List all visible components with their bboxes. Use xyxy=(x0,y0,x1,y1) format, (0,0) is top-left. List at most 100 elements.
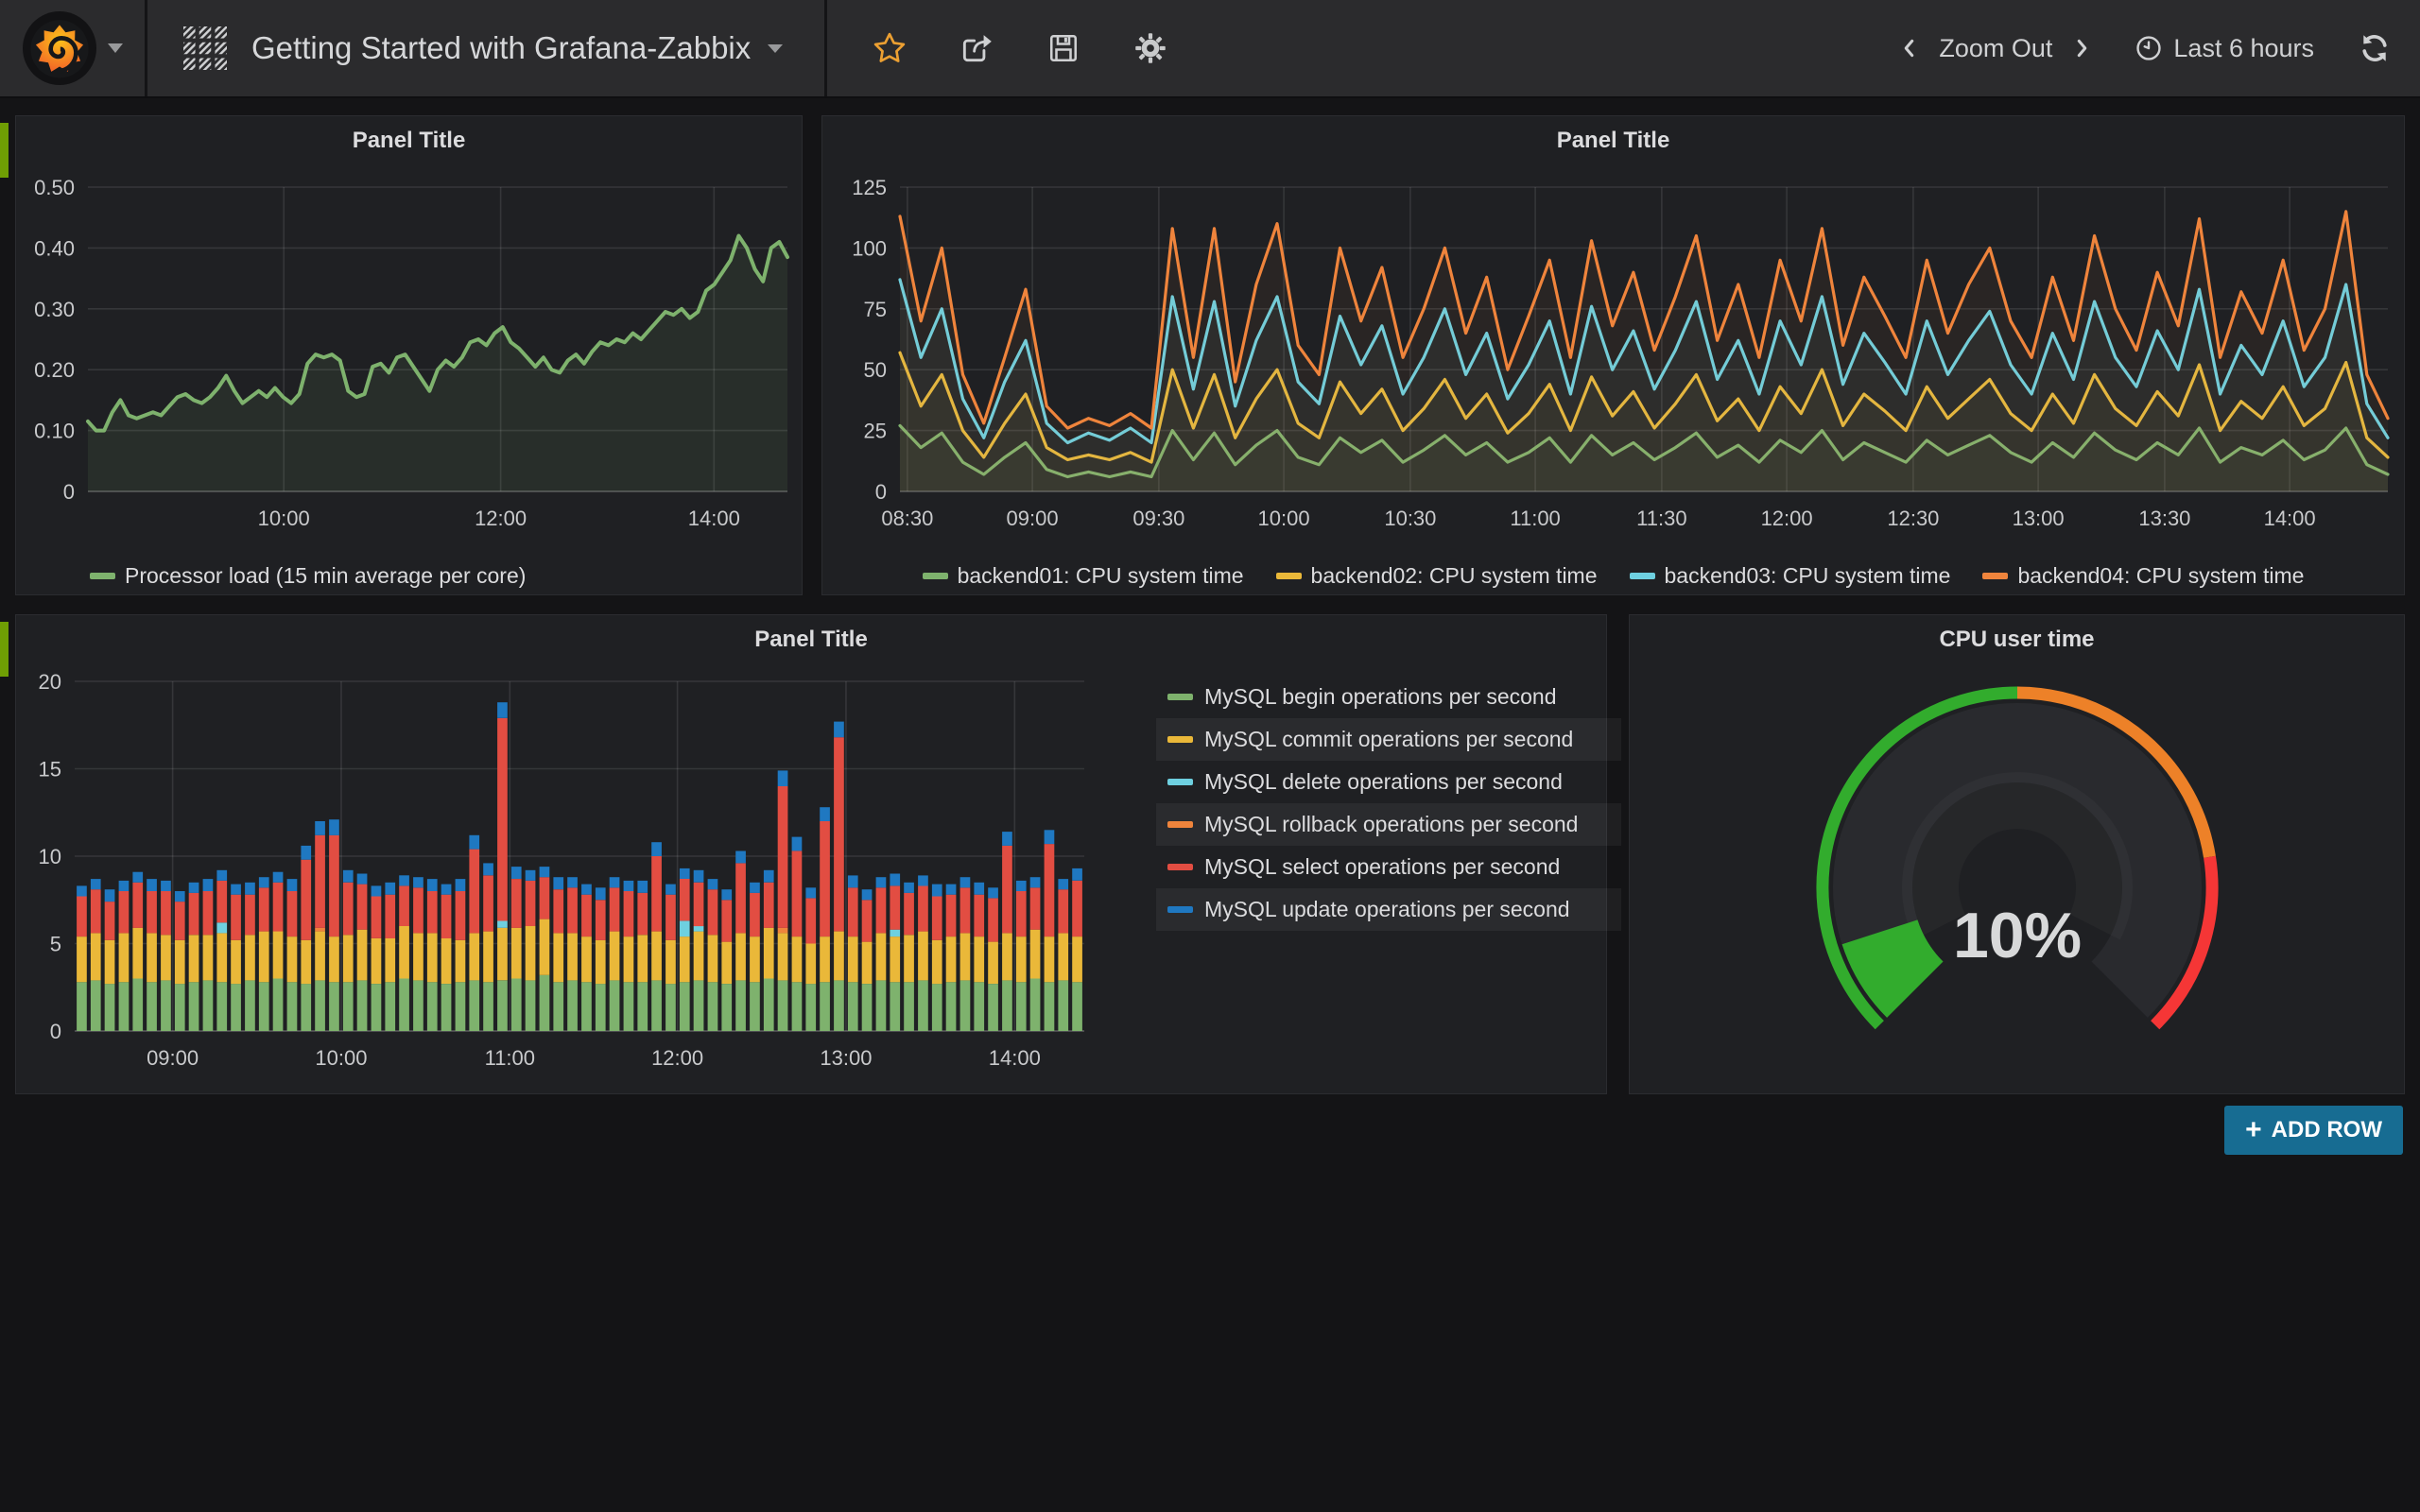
panel-cpu-system-time: Panel Title 08:30 09:00 09:30 10:00 10:30 11:… xyxy=(821,115,2405,595)
add-row-button[interactable]: + ADD ROW xyxy=(2224,1106,2403,1155)
grafana-main-menu-button[interactable] xyxy=(0,0,147,96)
svg-text:10:30: 10:30 xyxy=(1384,507,1436,530)
navbar: Getting Started with Grafana-Zabbix xyxy=(0,0,2420,98)
svg-text:13:00: 13:00 xyxy=(820,1046,872,1070)
legend-label: backend02: CPU system time xyxy=(1310,562,1598,588)
svg-text:14:00: 14:00 xyxy=(989,1046,1041,1070)
legend-label: backend04: CPU system time xyxy=(2017,562,2305,588)
save-dashboard-button[interactable] xyxy=(1045,29,1082,67)
legend-swatch xyxy=(1982,572,2009,579)
dashboard-actions xyxy=(827,29,1213,67)
svg-text:0: 0 xyxy=(63,480,75,504)
add-row-label: ADD ROW xyxy=(2271,1117,2382,1143)
cpu-system-time-chart[interactable]: 08:30 09:00 09:30 10:00 10:30 11:00 11:30 12:00… xyxy=(822,163,2404,555)
svg-text:09:30: 09:30 xyxy=(1132,507,1184,530)
row-edit-handle[interactable] xyxy=(0,123,9,178)
legend-swatch xyxy=(922,572,948,579)
time-shift-forward-button[interactable] xyxy=(2067,32,2096,64)
legend-item[interactable]: Processor load (15 min average per core) xyxy=(90,563,526,589)
svg-text:13:00: 13:00 xyxy=(2013,507,2065,530)
chevron-right-icon xyxy=(2078,39,2087,58)
legend-item[interactable]: backend01: CPU system time xyxy=(922,562,1244,589)
save-icon xyxy=(1050,34,1078,62)
svg-text:50: 50 xyxy=(864,358,887,382)
svg-text:09:00: 09:00 xyxy=(147,1046,199,1070)
time-shift-back-button[interactable] xyxy=(1895,32,1924,64)
panel-title[interactable]: CPU user time xyxy=(1939,627,2095,652)
svg-text:10:00: 10:00 xyxy=(1258,507,1310,530)
svg-text:75: 75 xyxy=(864,298,887,321)
refresh-icon xyxy=(2362,35,2387,61)
share-icon xyxy=(963,35,993,62)
svg-text:11:00: 11:00 xyxy=(485,1046,535,1070)
svg-text:25: 25 xyxy=(864,420,887,443)
mysql-operations-chart[interactable]: 09:00 10:00 11:00 12:00 13:00 14:00 0 5 10 15 20 xyxy=(16,662,1606,1095)
svg-text:0: 0 xyxy=(875,480,887,504)
panel1-legend: Processor load (15 min average per core) xyxy=(16,555,802,596)
legend-swatch xyxy=(1275,572,1302,579)
svg-text:12:00: 12:00 xyxy=(651,1046,703,1070)
dashboard-canvas: Panel Title 10:00 12:00 14:00 0 0.10 0.20 0.30… xyxy=(0,98,2420,1512)
legend-item[interactable]: MySQL select operations per second xyxy=(1156,846,1621,888)
star-dashboard-button[interactable] xyxy=(871,29,908,67)
svg-text:20: 20 xyxy=(39,670,61,694)
dashboard-settings-button[interactable] xyxy=(1132,29,1169,67)
zoom-out-button[interactable]: Zoom Out xyxy=(1939,33,2053,62)
legend-swatch xyxy=(1167,821,1193,828)
legend-item[interactable]: MySQL rollback operations per second xyxy=(1156,803,1621,846)
panel-cpu-user-time: CPU user time 10% xyxy=(1629,614,2405,1094)
legend-item[interactable]: backend04: CPU system time xyxy=(1982,563,2304,589)
time-range-picker[interactable]: Last 6 hours xyxy=(2134,33,2314,63)
time-controls: Zoom Out Last 6 hours xyxy=(1895,31,2420,65)
legend-label: MySQL delete operations per second xyxy=(1204,769,1563,794)
panel3-legend: MySQL begin operations per second MySQL c… xyxy=(1156,676,1621,931)
legend-item[interactable]: backend03: CPU system time xyxy=(1629,562,1951,589)
svg-text:12:00: 12:00 xyxy=(1761,507,1813,530)
svg-text:0.10: 0.10 xyxy=(34,420,75,443)
svg-text:08:30: 08:30 xyxy=(881,507,933,530)
legend-label: backend01: CPU system time xyxy=(957,562,1244,588)
svg-text:12:00: 12:00 xyxy=(475,507,527,530)
legend-item[interactable]: MySQL commit operations per second xyxy=(1156,718,1621,761)
panel-title[interactable]: Panel Title xyxy=(754,627,868,652)
cpu-user-time-gauge[interactable]: 10% xyxy=(1724,662,2310,1048)
plus-icon: + xyxy=(2245,1114,2262,1145)
legend-label: backend03: CPU system time xyxy=(1664,562,1951,588)
svg-text:12:30: 12:30 xyxy=(1887,507,1939,530)
legend-item[interactable]: MySQL begin operations per second xyxy=(1156,676,1621,718)
legend-item[interactable]: backend02: CPU system time xyxy=(1275,562,1598,589)
grafana-logo-icon xyxy=(29,20,89,78)
legend-item[interactable]: MySQL delete operations per second xyxy=(1156,761,1621,803)
svg-text:0.50: 0.50 xyxy=(34,176,75,199)
legend-label: MySQL commit operations per second xyxy=(1204,727,1574,751)
gear-icon xyxy=(1135,33,1167,63)
svg-text:09:00: 09:00 xyxy=(1007,507,1059,530)
refresh-dashboard-button[interactable] xyxy=(2358,31,2392,65)
svg-text:10: 10 xyxy=(39,845,61,868)
legend-swatch xyxy=(1167,864,1193,870)
legend-swatch xyxy=(90,572,115,579)
processor-load-chart[interactable]: 10:00 12:00 14:00 0 0.10 0.20 0.30 0.40 0.50 xyxy=(16,163,802,555)
legend-label: MySQL select operations per second xyxy=(1204,854,1561,879)
chevron-left-icon xyxy=(1905,39,1914,58)
legend-item[interactable]: MySQL update operations per second xyxy=(1156,888,1621,931)
dashboard-title: Getting Started with Grafana-Zabbix xyxy=(251,30,752,65)
legend-label: MySQL rollback operations per second xyxy=(1204,812,1579,836)
svg-text:0.40: 0.40 xyxy=(34,236,75,260)
legend-swatch xyxy=(1167,779,1193,785)
dashboard-title-caret-icon xyxy=(768,43,784,53)
panel-title[interactable]: Panel Title xyxy=(1556,128,1670,153)
panel-title[interactable]: Panel Title xyxy=(352,128,466,153)
share-dashboard-button[interactable] xyxy=(958,29,995,67)
legend-swatch xyxy=(1167,906,1193,913)
svg-text:10:00: 10:00 xyxy=(258,507,310,530)
time-range-label: Last 6 hours xyxy=(2173,33,2314,62)
legend-label: MySQL update operations per second xyxy=(1204,897,1570,921)
svg-text:13:30: 13:30 xyxy=(2138,507,2190,530)
dashboard-grid-icon xyxy=(183,26,227,70)
svg-text:11:30: 11:30 xyxy=(1636,507,1686,530)
row-edit-handle[interactable] xyxy=(0,622,9,677)
dashboard-title-button[interactable]: Getting Started with Grafana-Zabbix xyxy=(147,0,828,96)
svg-text:10:00: 10:00 xyxy=(315,1046,367,1070)
svg-text:5: 5 xyxy=(50,933,61,956)
